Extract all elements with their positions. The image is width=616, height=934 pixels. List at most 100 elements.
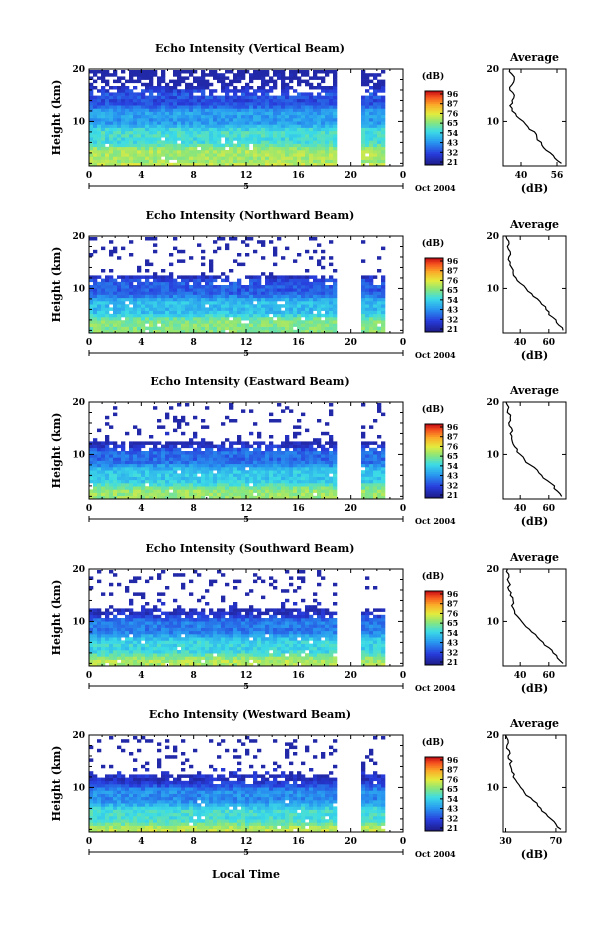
heatmap-cell (93, 70, 97, 74)
heatmap-cell (381, 486, 385, 490)
heatmap-cell (369, 279, 373, 283)
heatmap-cell (317, 291, 321, 295)
heatmap-cell (169, 128, 173, 132)
heatmap-cell (329, 147, 333, 151)
heatmap-cell (273, 470, 277, 474)
heatmap-cell (125, 295, 129, 299)
heatmap-cell (201, 493, 205, 497)
heatmap-cell (165, 137, 169, 141)
heatmap-cell (265, 80, 269, 84)
heatmap-cell (105, 327, 109, 331)
heatmap-cell (309, 124, 313, 128)
heatmap-cell (97, 108, 101, 112)
heatmap-cell (209, 99, 213, 103)
heatmap-cell (241, 263, 245, 267)
heatmap-cell (213, 489, 217, 493)
heatmap-cell (109, 73, 113, 77)
heatmap-cell (277, 153, 281, 157)
heatmap-cell (377, 403, 381, 407)
heatmap-cell (305, 83, 309, 87)
heatmap-cell (293, 150, 297, 154)
heatmap-cell (285, 483, 289, 487)
heatmap-cell (157, 473, 161, 477)
x-tick-label: 20 (344, 504, 357, 514)
heatmap-cell (365, 128, 369, 132)
heatmap-cell (105, 105, 109, 109)
heatmap-cell (249, 445, 253, 449)
heatmap-cell (269, 473, 273, 477)
heatmap-cell (269, 105, 273, 109)
heatmap-cell (273, 86, 277, 90)
heatmap-cell (181, 470, 185, 474)
heatmap-cell (333, 140, 337, 144)
heatmap-cell (241, 99, 245, 103)
heatmap-cell (377, 409, 381, 413)
heatmap-cell (317, 121, 321, 125)
heatmap-cell (285, 438, 289, 442)
heatmap-cell (321, 298, 325, 302)
heatmap-cell (293, 153, 297, 157)
heatmap-cell (101, 298, 105, 302)
heatmap-cell (205, 105, 209, 109)
heatmap-cell (113, 115, 117, 119)
heatmap-cell (317, 86, 321, 90)
heatmap-cell (273, 285, 277, 289)
heatmap-cell (245, 86, 249, 90)
heatmap-cell (305, 454, 309, 458)
heatmap-cell (105, 656, 109, 660)
heatmap-cell (313, 140, 317, 144)
heatmap-cell (113, 105, 117, 109)
heatmap-cell (273, 131, 277, 135)
heatmap-cell (189, 134, 193, 138)
heatmap-cell (193, 483, 197, 487)
heatmap-cell (173, 105, 177, 109)
heatmap-cell (181, 121, 185, 125)
heatmap-cell (333, 314, 337, 318)
heatmap-cell (101, 156, 105, 160)
heatmap-cell (177, 108, 181, 112)
heatmap-cell (133, 121, 137, 125)
heatmap-cell (125, 153, 129, 157)
heatmap-cell (193, 288, 197, 292)
heatmap-cell (361, 240, 365, 244)
heatmap-cell (97, 96, 101, 100)
heatmap-cell (153, 461, 157, 465)
heatmap-cell (137, 314, 141, 318)
heatmap-cell (369, 304, 373, 308)
heatmap-cell (317, 314, 321, 318)
heatmap-cell (153, 115, 157, 119)
heatmap-cell (165, 464, 169, 468)
heatmap-cell (317, 288, 321, 292)
heatmap-cell (221, 160, 225, 164)
heatmap-cell (273, 102, 277, 106)
heatmap-cell (137, 493, 141, 497)
heatmap-cell (89, 311, 93, 315)
heatmap-cell (165, 102, 169, 106)
heatmap-cell (305, 288, 309, 292)
heatmap-cell (305, 160, 309, 164)
heatmap-cell (185, 86, 189, 90)
heatmap-cell (173, 137, 177, 141)
heatmap-cell (233, 477, 237, 481)
heatmap-cell (309, 307, 313, 311)
heatmap-cell (189, 115, 193, 119)
heatmap-cell (89, 467, 93, 471)
heatmap-cell (225, 311, 229, 315)
heatmap-cell (369, 102, 373, 106)
heatmap-cell (185, 307, 189, 311)
heatmap-cell (129, 489, 133, 493)
heatmap-cell (121, 486, 125, 490)
heatmap-cell (169, 112, 173, 116)
heatmap-cell (377, 295, 381, 299)
heatmap-cell (237, 473, 241, 477)
heatmap-cell (217, 470, 221, 474)
heatmap-cell (317, 279, 321, 283)
heatmap-cell (89, 160, 93, 164)
heatmap-cell (373, 451, 377, 455)
heatmap-cell (213, 105, 217, 109)
heatmap-cell (201, 461, 205, 465)
heatmap-cell (381, 660, 385, 664)
heatmap-cell (105, 295, 109, 299)
heatmap-cell (173, 301, 177, 305)
heatmap-cell (317, 477, 321, 481)
